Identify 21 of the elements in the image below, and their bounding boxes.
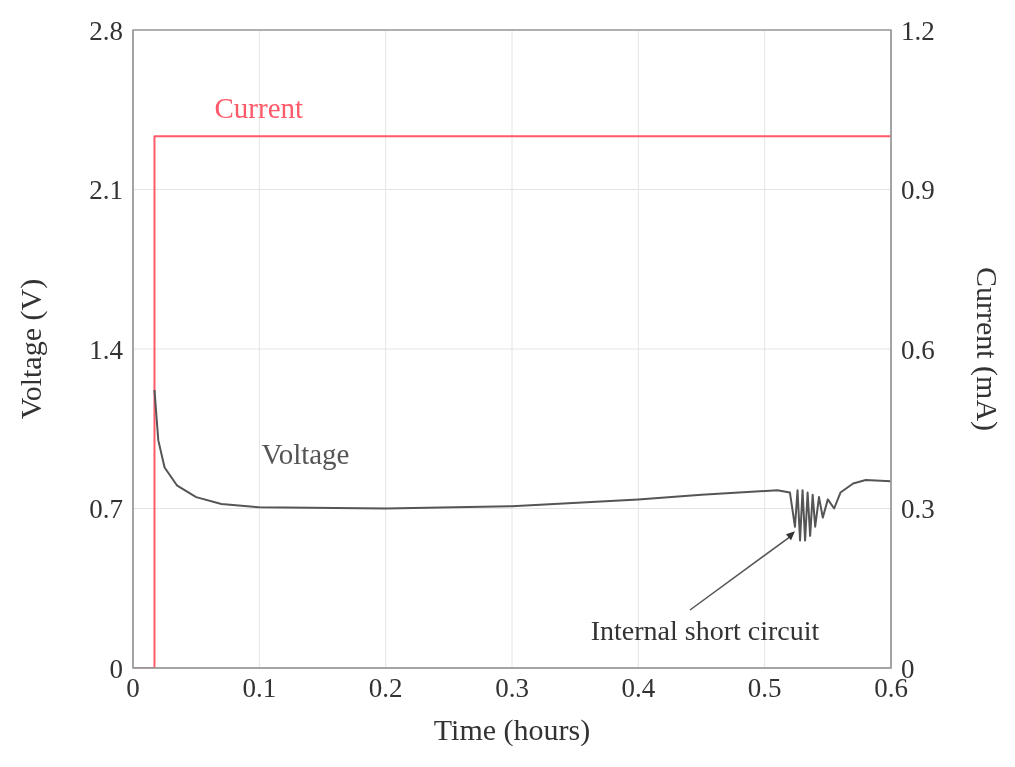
series-label: Current <box>214 92 304 125</box>
x-axis-title: Time (hours) <box>433 713 591 747</box>
annotation: Internal short circuit <box>590 615 820 646</box>
y2-tick-label: 0.3 <box>901 494 935 525</box>
x-tick-label: 0.5 <box>747 673 782 704</box>
line-series <box>153 389 891 542</box>
y-tick-label: 0 <box>109 653 123 684</box>
y-tick-label: 1.4 <box>89 334 124 365</box>
y-axis-title: Voltage (V) <box>13 278 48 420</box>
y2-tick-label: 1.2 <box>901 15 935 46</box>
series-label: Voltage <box>261 437 350 470</box>
y2-tick-label: 0.6 <box>901 334 935 365</box>
x-tick-label: 0.1 <box>242 673 277 704</box>
y2-tick-label: 0.9 <box>901 175 935 206</box>
x-tick-label: 0.4 <box>621 673 656 704</box>
y2-axis-title: Current (mA) <box>970 266 1005 432</box>
x-tick-label: 0.2 <box>368 673 403 704</box>
y-tick-label: 2.8 <box>89 15 123 46</box>
x-tick-label: 0.3 <box>495 673 529 704</box>
y-tick-label: 0.7 <box>89 494 123 525</box>
y-tick-label: 2.1 <box>89 175 123 206</box>
